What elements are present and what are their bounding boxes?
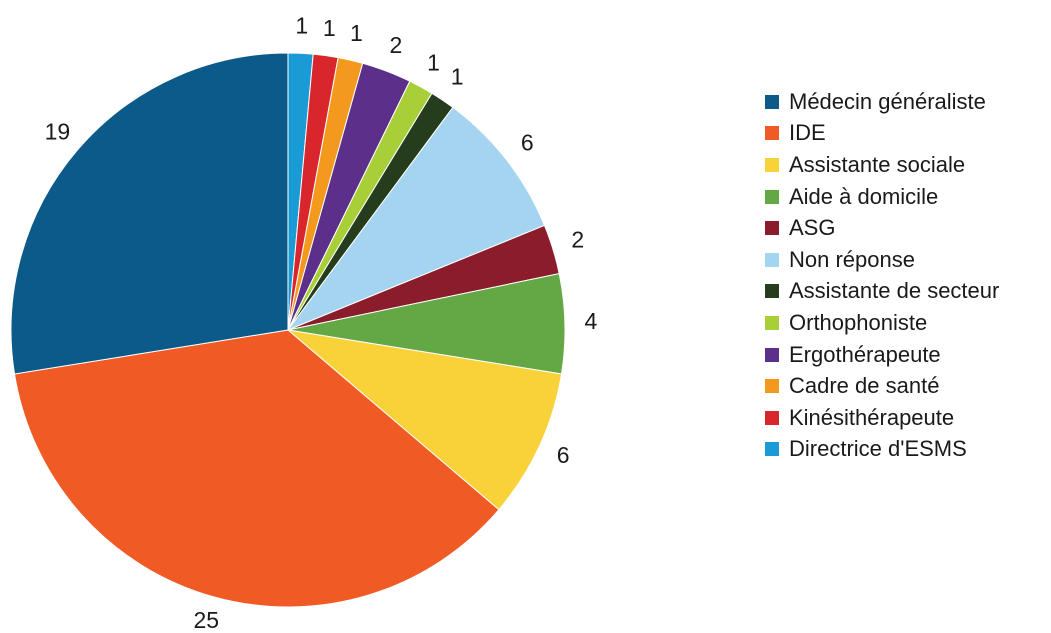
pie-slice-medecin-generaliste	[10, 52, 289, 375]
pie-slice-ide	[13, 329, 500, 608]
legend-label: Directrice d'ESMS	[789, 436, 967, 462]
data-label-orthophoniste: 1	[427, 49, 440, 75]
legend-swatch	[765, 126, 779, 141]
legend-label: Ergothérapeute	[789, 341, 941, 367]
legend-swatch	[765, 379, 779, 394]
legend-swatch	[765, 252, 779, 267]
legend-label: Cadre de santé	[789, 373, 940, 399]
pie-slice-assistante-sociale	[286, 329, 563, 511]
data-label-directrice-d-esms: 1	[295, 12, 308, 38]
data-label-non-reponse: 6	[521, 129, 534, 155]
data-label-aide-a-domicile: 4	[585, 308, 598, 334]
legend-label: Kinésithérapeute	[789, 404, 955, 430]
data-label-ergotherapeute: 2	[390, 32, 403, 58]
pie-slice-non-reponse	[286, 106, 546, 332]
data-label-cadre-de-sante: 1	[350, 20, 363, 46]
legend-label: ASG	[789, 215, 836, 241]
legend-swatch	[765, 189, 779, 204]
legend-label: Assistante sociale	[789, 151, 966, 177]
legend-label: Médecin généraliste	[789, 88, 986, 114]
legend-item-medecin-generaliste: Médecin généraliste	[765, 86, 999, 118]
chart-legend: Médecin généraliste IDE Assistante sociale…	[765, 86, 999, 465]
legend-swatch	[765, 94, 779, 109]
legend-swatch	[765, 442, 779, 457]
legend-item-aide-a-domicile: Aide à domicile	[765, 181, 999, 213]
data-label-ide: 25	[194, 607, 220, 633]
data-label-medecin-generaliste: 19	[45, 119, 71, 145]
legend-item-ergotherapeute: Ergothérapeute	[765, 339, 999, 371]
legend-swatch	[765, 347, 779, 362]
data-label-assistante-de-secteur: 1	[451, 64, 464, 90]
legend-label: IDE	[789, 120, 826, 146]
legend-item-kinesitherapeute: Kinésithérapeute	[765, 402, 999, 434]
legend-item-directrice-d-esms: Directrice d'ESMS	[765, 434, 999, 466]
pie-slices	[10, 52, 566, 608]
data-label-assistante-sociale: 6	[557, 442, 570, 468]
legend-swatch	[765, 221, 779, 236]
legend-swatch	[765, 284, 779, 299]
legend-item-ide: IDE	[765, 118, 999, 150]
legend-item-orthophoniste: Orthophoniste	[765, 307, 999, 339]
legend-item-assistante-de-secteur: Assistante de secteur	[765, 276, 999, 308]
legend-item-assistante-sociale: Assistante sociale	[765, 149, 999, 181]
data-label-kinesitherapeute: 1	[323, 15, 336, 41]
legend-label: Aide à domicile	[789, 183, 939, 209]
legend-item-non-reponse: Non réponse	[765, 244, 999, 276]
legend-item-asg: ASG	[765, 212, 999, 244]
data-label-asg: 2	[571, 227, 584, 253]
legend-label: Non réponse	[789, 246, 915, 272]
legend-swatch	[765, 410, 779, 425]
legend-label: Orthophoniste	[789, 309, 928, 335]
legend-swatch	[765, 157, 779, 172]
legend-label: Assistante de secteur	[789, 278, 1000, 304]
legend-item-cadre-de-sante: Cadre de santé	[765, 370, 999, 402]
legend-swatch	[765, 315, 779, 330]
